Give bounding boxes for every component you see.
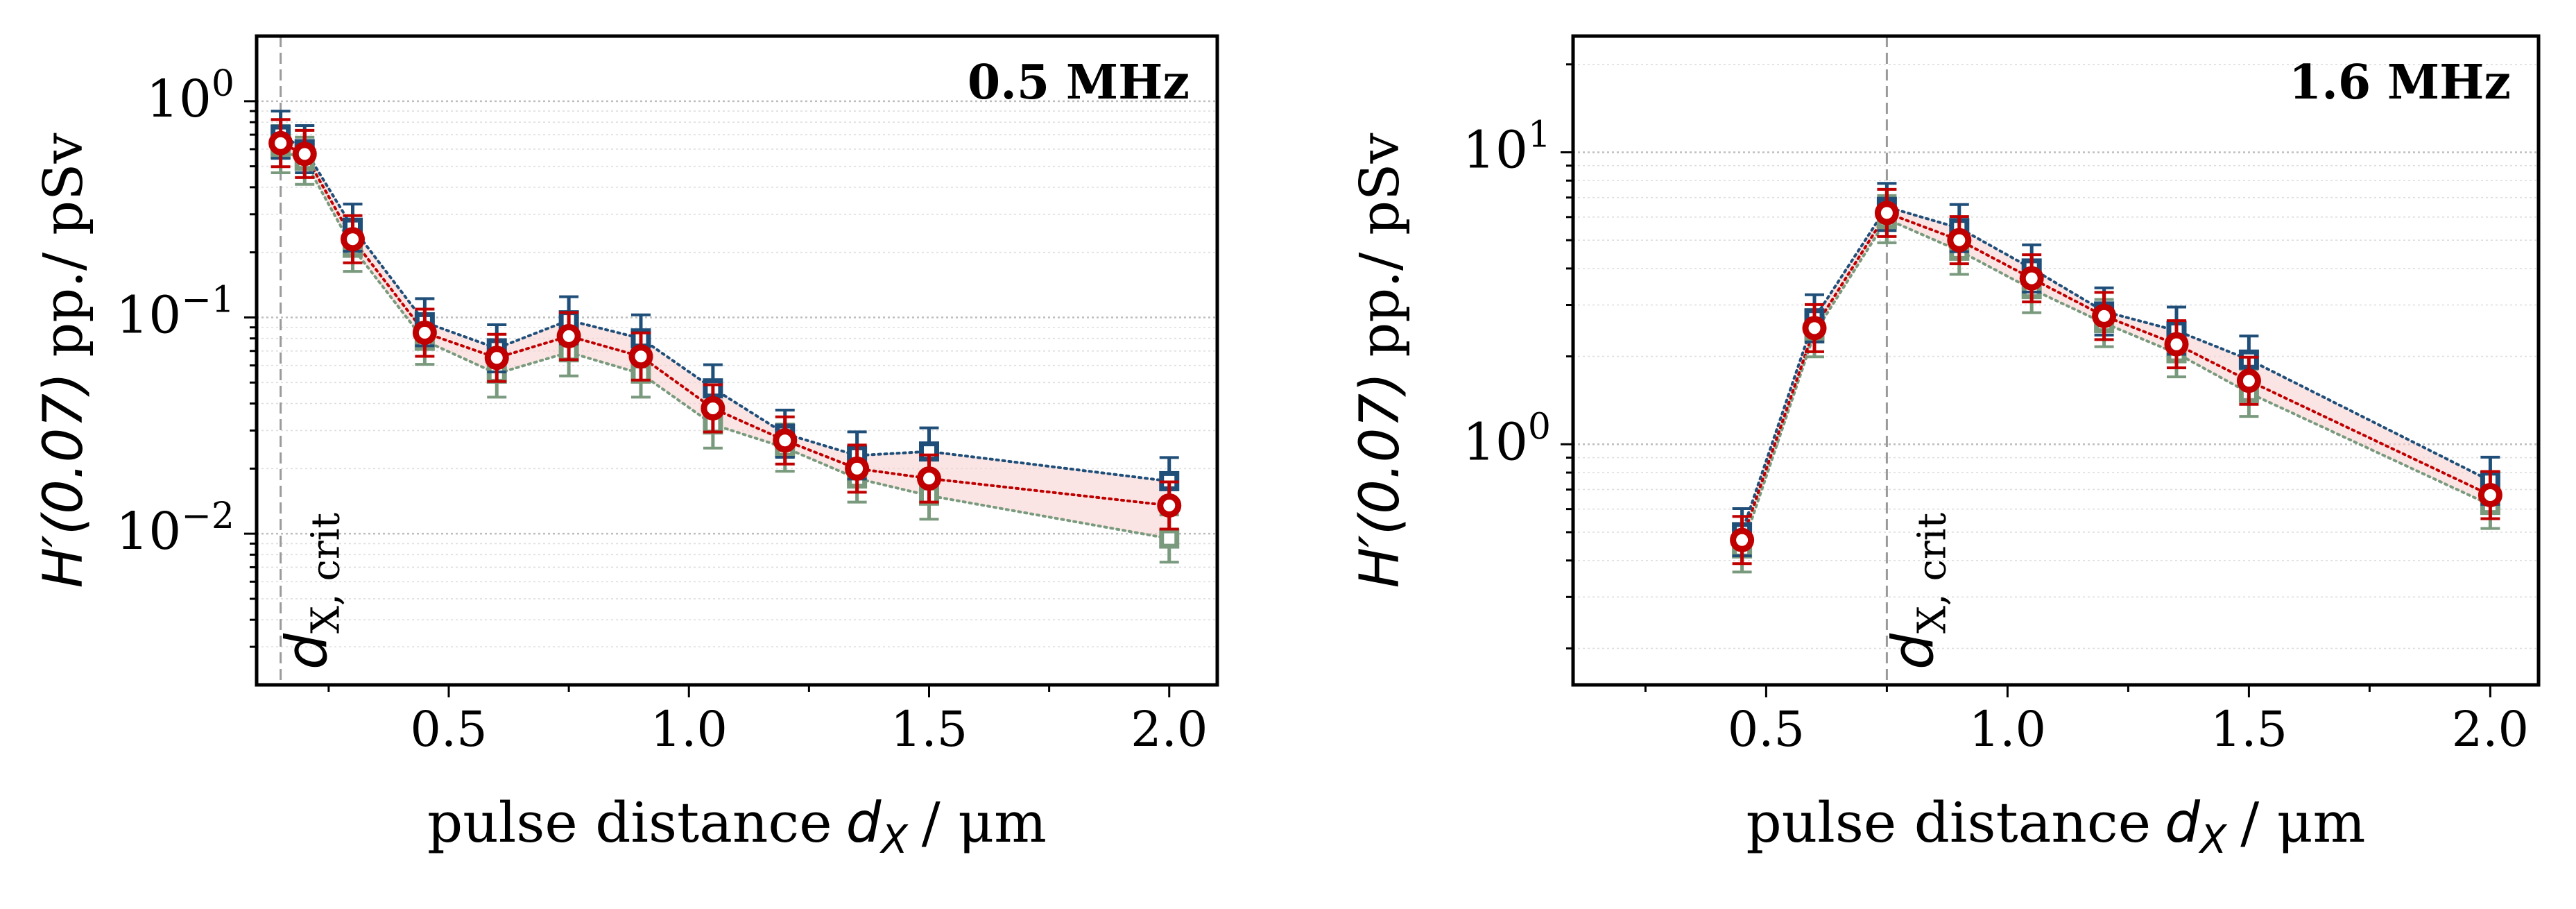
series-upper-group <box>1732 182 2500 557</box>
x-axis-label-symbol: d <box>846 790 882 855</box>
y-tick-label: 100 <box>1463 406 1551 472</box>
x-axis-label-symbol: d <box>2165 790 2201 855</box>
series-mean-point <box>292 142 317 167</box>
series-mean-point <box>2478 482 2502 507</box>
y-tick-exponent: 0 <box>1528 406 1551 448</box>
y-axis-label-unit: pp./ pSv <box>33 133 95 357</box>
series-mean-group <box>1730 187 2502 566</box>
series-mean-point <box>917 466 941 491</box>
y-gridlines <box>257 100 1217 647</box>
series-mean-point <box>1157 493 1182 518</box>
series-mean-point <box>845 456 870 481</box>
y-tick-base: 10 <box>1463 412 1528 472</box>
y-tick-exponent: 1 <box>1528 114 1551 155</box>
x-tick-label: 1.0 <box>1969 701 2046 758</box>
crit-label-sub: X, crit <box>1909 512 1955 634</box>
uncertainty-band <box>1742 207 2491 549</box>
y-axis-label: H′(0.07) pp./ pSv <box>1349 133 1411 588</box>
crit-label-symbol: d <box>275 633 341 670</box>
plot-frame <box>1571 34 2541 687</box>
series-mean-point <box>2164 332 2189 357</box>
x-axis-label: pulse distance dX / μm <box>427 790 1047 863</box>
series-mean-point <box>1947 228 1972 253</box>
x-tick-label: 2.0 <box>2452 701 2529 758</box>
x-axis-label-text: pulse distance <box>1746 790 2152 855</box>
x-tick-label: 0.5 <box>410 701 487 758</box>
series-mean-point <box>773 428 798 453</box>
y-axis-label-quantity: H′(0.07) <box>1349 373 1411 588</box>
panel-label: 0.5 MHz <box>968 55 1190 110</box>
crit-label: dX, crit <box>1880 512 1955 670</box>
series-mean-point <box>628 344 653 369</box>
y-axis-label-quantity: H′(0.07) <box>33 373 95 588</box>
series-mean-point <box>268 130 293 155</box>
series-mean-group <box>268 118 1182 531</box>
y-tick-exponent: 0 <box>212 63 234 105</box>
x-tick-label: 1.0 <box>651 701 728 758</box>
y-tick-base: 10 <box>146 69 212 129</box>
plot-frame <box>255 34 1219 687</box>
x-tick-label: 1.5 <box>2210 701 2287 758</box>
series-lower-group <box>1732 194 2500 574</box>
y-tick-exponent: −2 <box>181 495 234 537</box>
panel-label: 1.6 MHz <box>2289 55 2511 110</box>
x-axis-label-sub: X <box>2198 817 2228 863</box>
y-axis-label-unit: pp./ pSv <box>1349 133 1411 357</box>
y-tick-label: 10−2 <box>116 495 234 561</box>
y-tick-base: 10 <box>116 502 181 561</box>
x-tick-label: 1.5 <box>891 701 968 758</box>
y-tick-base: 10 <box>1463 120 1528 180</box>
series-lower-line <box>1740 217 2492 550</box>
y-tick-exponent: −1 <box>181 279 234 321</box>
x-tick-label: 0.5 <box>1728 701 1805 758</box>
y-axis-label: H′(0.07) pp./ pSv <box>33 133 95 588</box>
crit-label-sub: X, crit <box>304 512 349 634</box>
series-mean-point <box>1730 527 1755 552</box>
x-axis-label-unit: / μm <box>2240 790 2365 855</box>
series-mean-point <box>412 320 437 345</box>
y-tick-base: 10 <box>116 285 181 345</box>
series-mean-point <box>1874 201 1899 226</box>
series-mean-point <box>701 396 725 420</box>
crit-label: dX, crit <box>275 512 349 670</box>
x-tick-label: 2.0 <box>1131 701 1208 758</box>
uncertainty-band <box>280 135 1169 539</box>
series-mean-point <box>556 323 581 348</box>
series-mean-point <box>341 227 365 252</box>
y-tick-label: 101 <box>1463 114 1551 180</box>
x-axis-label-unit: / μm <box>922 790 1047 855</box>
series-mean-point <box>2236 368 2261 393</box>
series-mean-point <box>2092 303 2117 328</box>
y-tick-label: 100 <box>146 63 234 129</box>
series-mean-point <box>484 346 509 371</box>
series-upper-line <box>1740 205 2492 534</box>
x-axis-label-sub: X <box>879 817 909 863</box>
crit-label-symbol: d <box>1880 633 1946 670</box>
series-mean-point <box>1802 316 1827 341</box>
series-mean-point <box>2019 266 2044 291</box>
y-gridlines <box>1573 63 2539 649</box>
x-axis-label: pulse distance dX / μm <box>1746 790 2366 863</box>
x-axis-label-text: pulse distance <box>427 790 832 855</box>
y-tick-label: 10−1 <box>116 279 234 345</box>
series-lower-point <box>1159 528 1180 549</box>
